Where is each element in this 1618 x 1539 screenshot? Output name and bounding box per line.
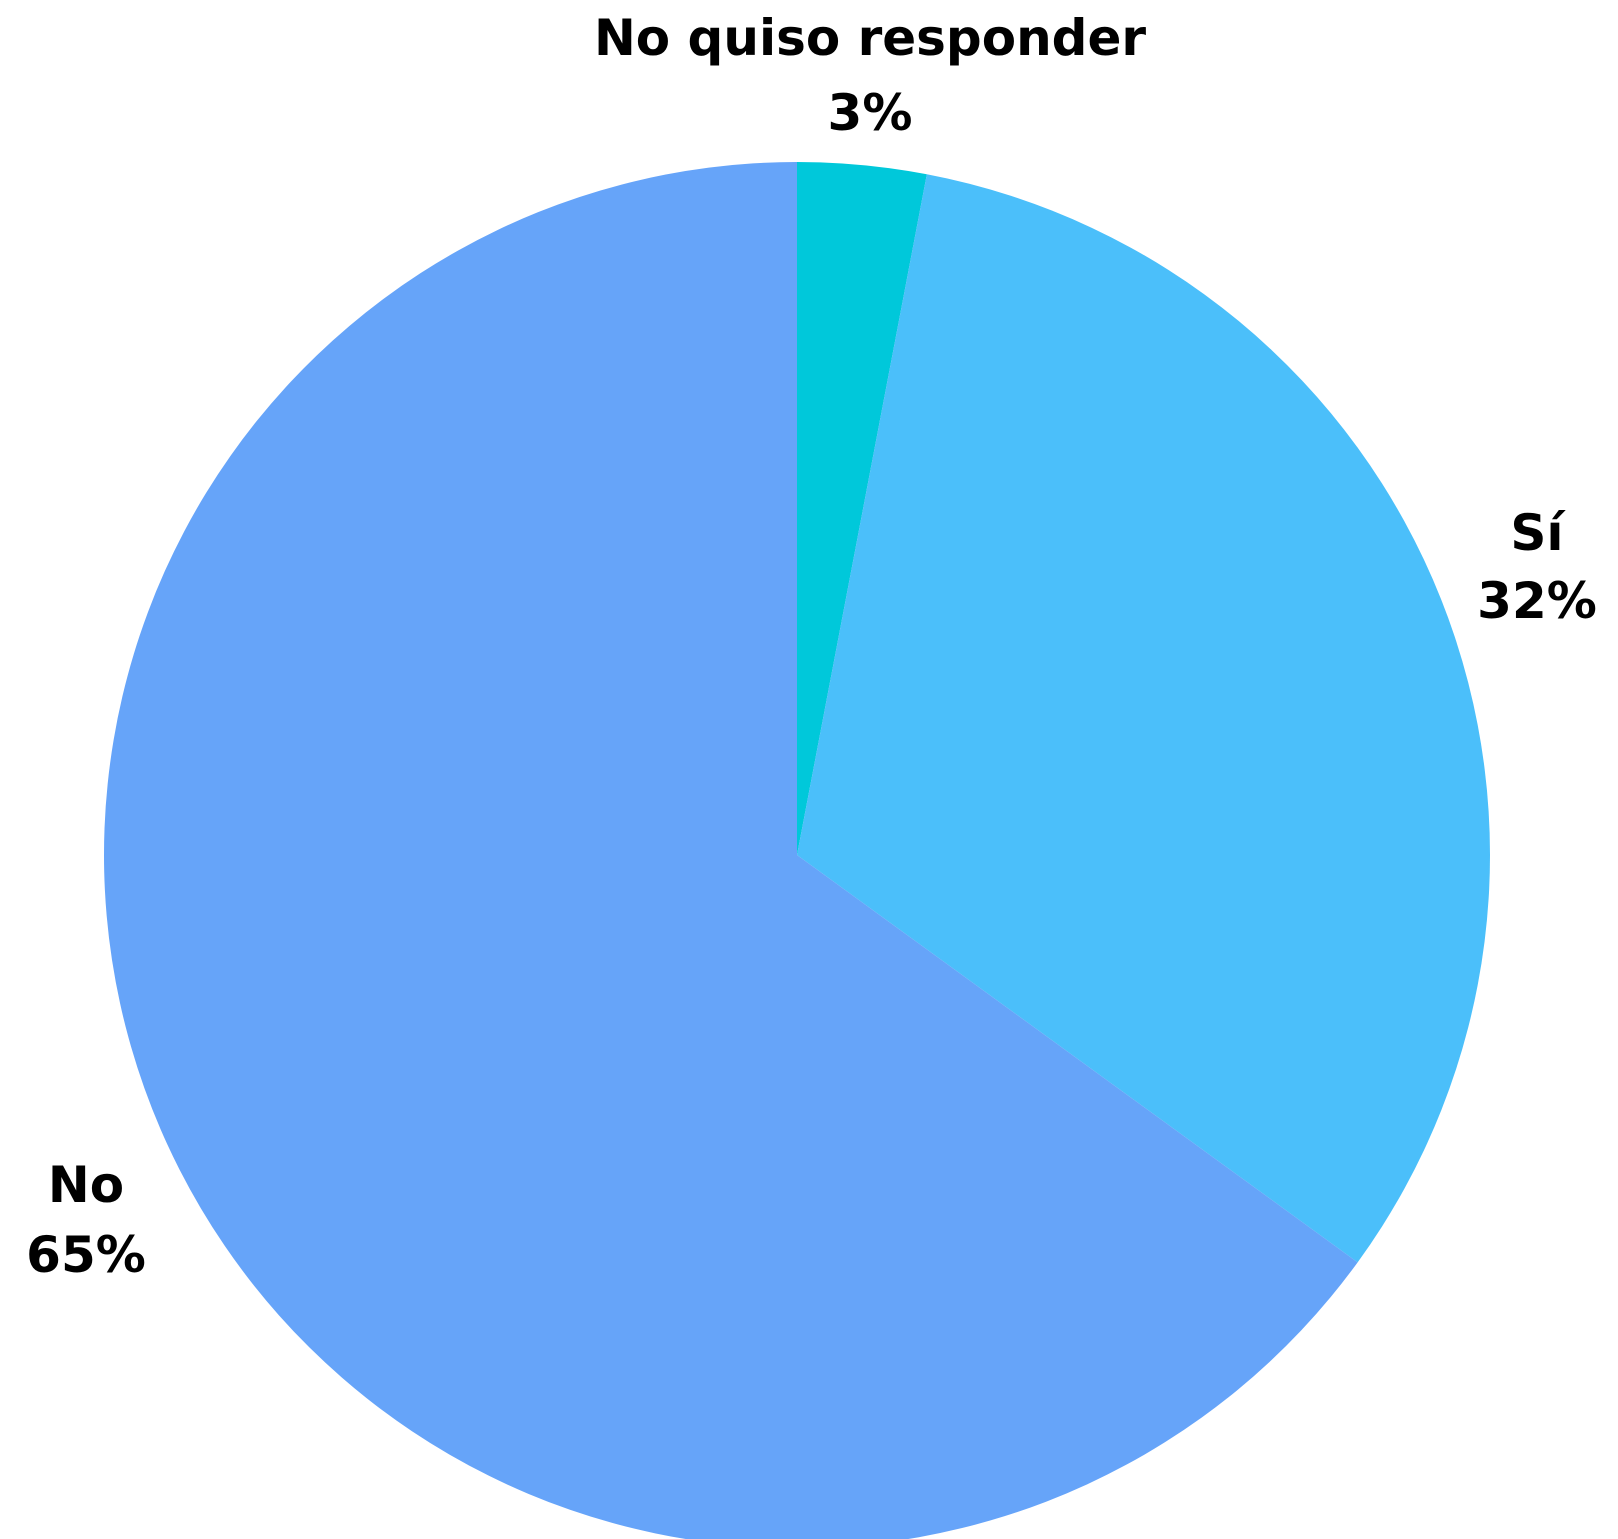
slice-label-si: Sí [1510, 504, 1566, 562]
slice-value-no: 65% [26, 1226, 146, 1284]
slice-value-si: 32% [1477, 572, 1597, 630]
pie-slice-no-quiso-responder [797, 162, 927, 855]
pie-slice-si [797, 174, 1491, 1263]
slice-value-no-quiso-responder: 3% [828, 84, 913, 142]
slice-label-no: No [48, 1156, 124, 1214]
pie-slices [104, 162, 1491, 1539]
slice-label-no-quiso-responder: No quiso responder [594, 9, 1146, 67]
pie-labels: No quiso responder 3% Sí 32% No 65% [26, 9, 1597, 1284]
pie-slice-no [104, 162, 1358, 1539]
